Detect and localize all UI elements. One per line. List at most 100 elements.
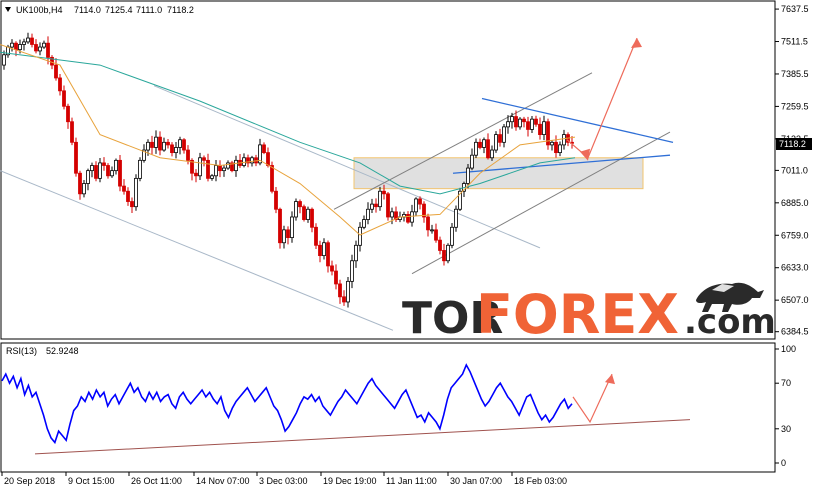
candle-body <box>350 260 354 282</box>
torforex-watermark: TOR FOREX .com <box>402 282 776 346</box>
candle-body <box>34 44 38 52</box>
candle-body <box>242 157 246 166</box>
candle-body <box>102 162 106 166</box>
candle-body <box>122 185 126 192</box>
candle-body <box>106 165 110 177</box>
candle-body <box>78 172 82 195</box>
candle-body <box>410 211 414 223</box>
price-tick-label: 6885.0 <box>781 198 809 208</box>
price-tick-label: 7385.5 <box>781 69 809 79</box>
candle-body <box>334 270 338 285</box>
rsi-value-label: 52.9248 <box>46 346 79 356</box>
candle-body <box>326 242 330 267</box>
rsi-forecast-arrow-line <box>572 373 613 424</box>
candles-layer <box>2 32 574 308</box>
rsi-layer <box>1 363 691 455</box>
candle-body <box>290 216 294 238</box>
price-tick-label: 7511.5 <box>781 37 808 47</box>
candle-body <box>390 211 394 218</box>
candle-body <box>46 42 50 58</box>
current-price-label: 7118.2 <box>779 139 806 149</box>
candle-body <box>250 157 254 164</box>
candle-body <box>190 159 194 174</box>
candle-body <box>30 37 34 45</box>
time-tick-label: 14 Nov 07:00 <box>196 476 250 486</box>
candle-body <box>170 144 174 154</box>
candle-body <box>198 157 202 177</box>
candle-body <box>26 37 30 43</box>
time-tick-label: 20 Sep 2018 <box>4 476 55 486</box>
candle-body <box>406 214 410 223</box>
candle-body <box>218 165 222 172</box>
candle-body <box>126 190 130 202</box>
candle-body <box>562 134 566 146</box>
candle-body <box>382 190 386 195</box>
candle-body <box>38 46 42 52</box>
high-value: 7125.4 <box>105 5 133 15</box>
candle-body <box>174 147 178 154</box>
candle-body <box>366 208 370 220</box>
rsi-tick-label: 30 <box>781 424 791 434</box>
rsi-tick-label: 70 <box>781 378 791 388</box>
candle-body <box>130 201 134 208</box>
rsi-forecast-arrow-head-icon <box>605 374 615 385</box>
candle-body <box>282 229 286 244</box>
candle-body <box>274 190 278 210</box>
candle-body <box>358 226 362 246</box>
candle-body <box>66 105 70 123</box>
candle-body <box>506 121 510 128</box>
candle-body <box>542 121 546 135</box>
candle-body <box>554 141 558 154</box>
candle-body <box>450 226 454 246</box>
candle-body <box>118 159 122 187</box>
candle-body <box>546 121 550 146</box>
rsi-axis: 100 70 30 0 <box>775 344 796 468</box>
candle-body <box>338 283 342 298</box>
candle-body <box>522 118 526 123</box>
candle-body <box>302 206 306 220</box>
candle-body <box>114 159 118 172</box>
candle-body <box>362 219 366 228</box>
candle-body <box>54 64 58 79</box>
time-tick-label: 19 Dec 19:00 <box>323 476 377 486</box>
candle-body <box>558 144 562 154</box>
candle-body <box>258 144 262 164</box>
candle-body <box>234 159 238 172</box>
watermark-prefix: TOR <box>402 293 503 344</box>
candle-body <box>94 165 98 179</box>
candle-body <box>490 149 494 159</box>
descending-channel-upper-line <box>153 85 541 249</box>
bull-logo-icon <box>696 282 764 312</box>
candle-body <box>330 265 334 272</box>
candle-body <box>182 139 186 151</box>
time-tick-label: 11 Jan 11:00 <box>386 476 437 486</box>
candle-body <box>434 229 438 241</box>
price-tick-label: 7259.5 <box>781 101 809 111</box>
time-tick-label: 30 Jan 07:00 <box>450 476 502 486</box>
candle-body <box>194 172 198 177</box>
candle-body <box>430 229 434 232</box>
candle-body <box>342 296 346 303</box>
candle-body <box>226 162 230 169</box>
candle-body <box>58 77 62 92</box>
candle-body <box>110 170 114 177</box>
current-price-tag: 7118.2 <box>776 138 812 150</box>
rsi-tick-label: 0 <box>781 458 786 468</box>
time-tick-label: 18 Feb 03:00 <box>514 476 567 486</box>
candle-body <box>494 134 498 151</box>
candle-body <box>514 116 518 128</box>
candle-body <box>14 42 18 51</box>
collapse-triangle-icon[interactable] <box>5 7 11 12</box>
candle-body <box>98 162 102 179</box>
candle-body <box>470 154 474 169</box>
rsi-tick-label: 100 <box>781 344 796 354</box>
candle-body <box>50 56 54 66</box>
candle-body <box>202 157 206 161</box>
candle-body <box>346 280 350 303</box>
candle-body <box>150 141 154 148</box>
watermark-suffix: .com <box>684 302 776 342</box>
fast-moving-average-line <box>0 44 576 236</box>
candle-body <box>158 136 162 151</box>
candle-body <box>370 203 374 210</box>
forecast-arrow-head-icon <box>631 38 642 49</box>
